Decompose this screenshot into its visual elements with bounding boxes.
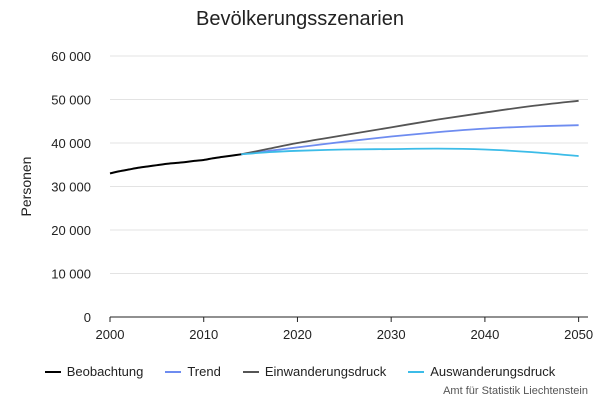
- x-tick-label: 2030: [377, 327, 406, 342]
- chart-title: Bevölkerungsszenarien: [196, 8, 404, 30]
- legend-swatch: [44, 370, 61, 373]
- legend-label: Auswanderungsdruck: [430, 364, 556, 379]
- chart-area: 0 10 000 20 000 30 000 40 000 50 000 60 000 200…: [18, 49, 593, 342]
- legend-item: Beobachtung: [44, 364, 144, 379]
- legend-item: Auswanderungsdruck: [408, 364, 555, 379]
- series-line-beobachtung: [109, 153, 242, 175]
- series-line-trend: [241, 124, 579, 156]
- source-note: Amt für Statistik Liechtenstein: [443, 385, 588, 397]
- legend-swatch: [165, 370, 182, 373]
- y-tick-label: 40 000: [51, 136, 91, 151]
- x-tick-label: 2020: [283, 327, 312, 342]
- y-tick-label: 10 000: [51, 267, 91, 282]
- legend-label: Beobachtung: [66, 364, 144, 379]
- x-tick-label: 2040: [470, 327, 499, 342]
- legend-label: Einwanderungsdruck: [264, 364, 387, 379]
- legend-swatch: [408, 370, 425, 373]
- x-tick-label: 2050: [564, 327, 593, 342]
- x-tick-label: 2010: [189, 327, 218, 342]
- chart-legend: Beobachtung Trend Einwanderungsdruck Auswan…: [0, 364, 600, 379]
- y-tick-label: 50 000: [51, 93, 91, 108]
- y-tick-label: 0: [84, 310, 91, 325]
- legend-item: Trend: [165, 364, 221, 379]
- legend-label: Trend: [187, 364, 221, 379]
- x-tick-label: 2000: [96, 327, 125, 342]
- series-line-einwanderungsdruck: [241, 99, 579, 156]
- y-tick-label: 60 000: [51, 49, 91, 64]
- y-tick-label: 20 000: [51, 223, 91, 238]
- legend-item: Einwanderungsdruck: [242, 364, 387, 379]
- y-axis-title: Personen: [18, 157, 34, 217]
- y-tick-label: 30 000: [51, 180, 91, 195]
- series-line-auswanderungsdruck: [241, 147, 579, 157]
- legend-swatch: [242, 370, 259, 373]
